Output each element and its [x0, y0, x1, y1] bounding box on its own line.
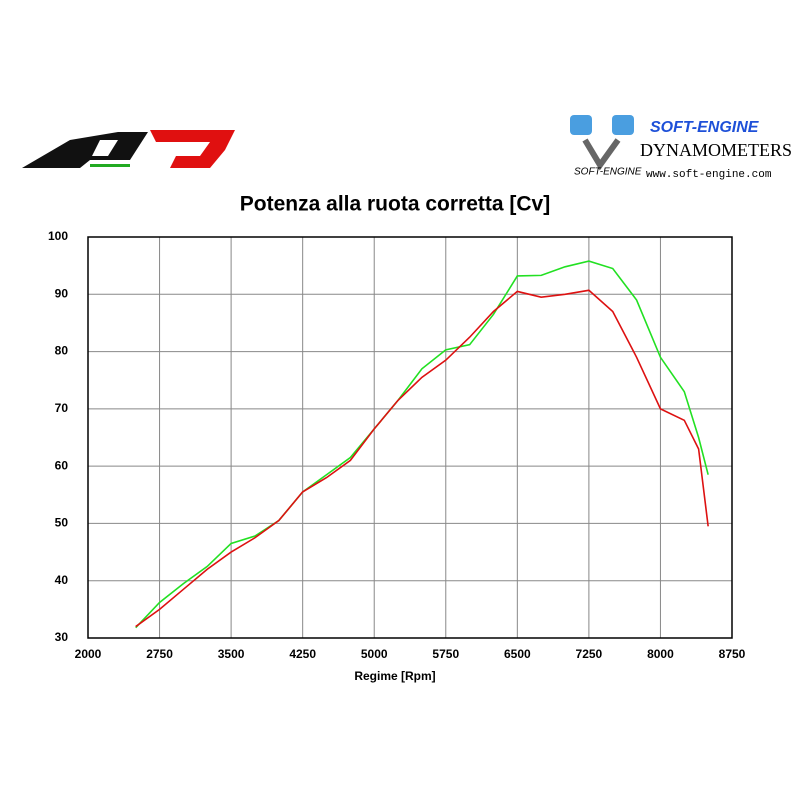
series-line: [135, 289, 709, 628]
y-tick-label: 90: [55, 286, 69, 300]
y-tick-label: 70: [55, 401, 69, 415]
x-tick-label: 8000: [647, 647, 674, 661]
x-tick-label: 5750: [432, 647, 459, 661]
chart-title: Potenza alla ruota corretta [Cv]: [240, 193, 550, 216]
x-tick-label: 8750: [719, 647, 746, 661]
y-tick-label: 100: [48, 229, 68, 243]
product: DYNAMOMETERS: [640, 140, 792, 160]
x-tick-label: 2750: [146, 647, 173, 661]
x-tick-label: 5000: [361, 647, 388, 661]
brand: SOFT-ENGINE: [650, 119, 760, 136]
y-tick-label: 60: [55, 458, 69, 472]
qd-logo: [22, 130, 235, 168]
y-tick-label: 40: [55, 573, 69, 587]
x-tick-label: 6500: [504, 647, 531, 661]
sub: SOFT-ENGINE: [574, 167, 642, 178]
x-axis-label: Regime [Rpm]: [354, 669, 435, 683]
series-line: [135, 260, 709, 629]
x-tick-label: 7250: [576, 647, 603, 661]
flag: [90, 164, 130, 167]
x-tick-label: 2000: [75, 647, 102, 661]
url: www.soft-engine.com: [646, 169, 772, 181]
y-tick-label: 80: [55, 344, 69, 358]
x-tick-label: 3500: [218, 647, 245, 661]
y-tick-label: 30: [55, 630, 69, 644]
x-tick-label: 4250: [289, 647, 316, 661]
plot-frame: [87, 236, 733, 639]
y-tick-label: 50: [55, 516, 69, 530]
soft-engine-logo: SOFT-ENGINE DYNAMOMETERS SOFT-ENGINE www…: [570, 115, 792, 181]
